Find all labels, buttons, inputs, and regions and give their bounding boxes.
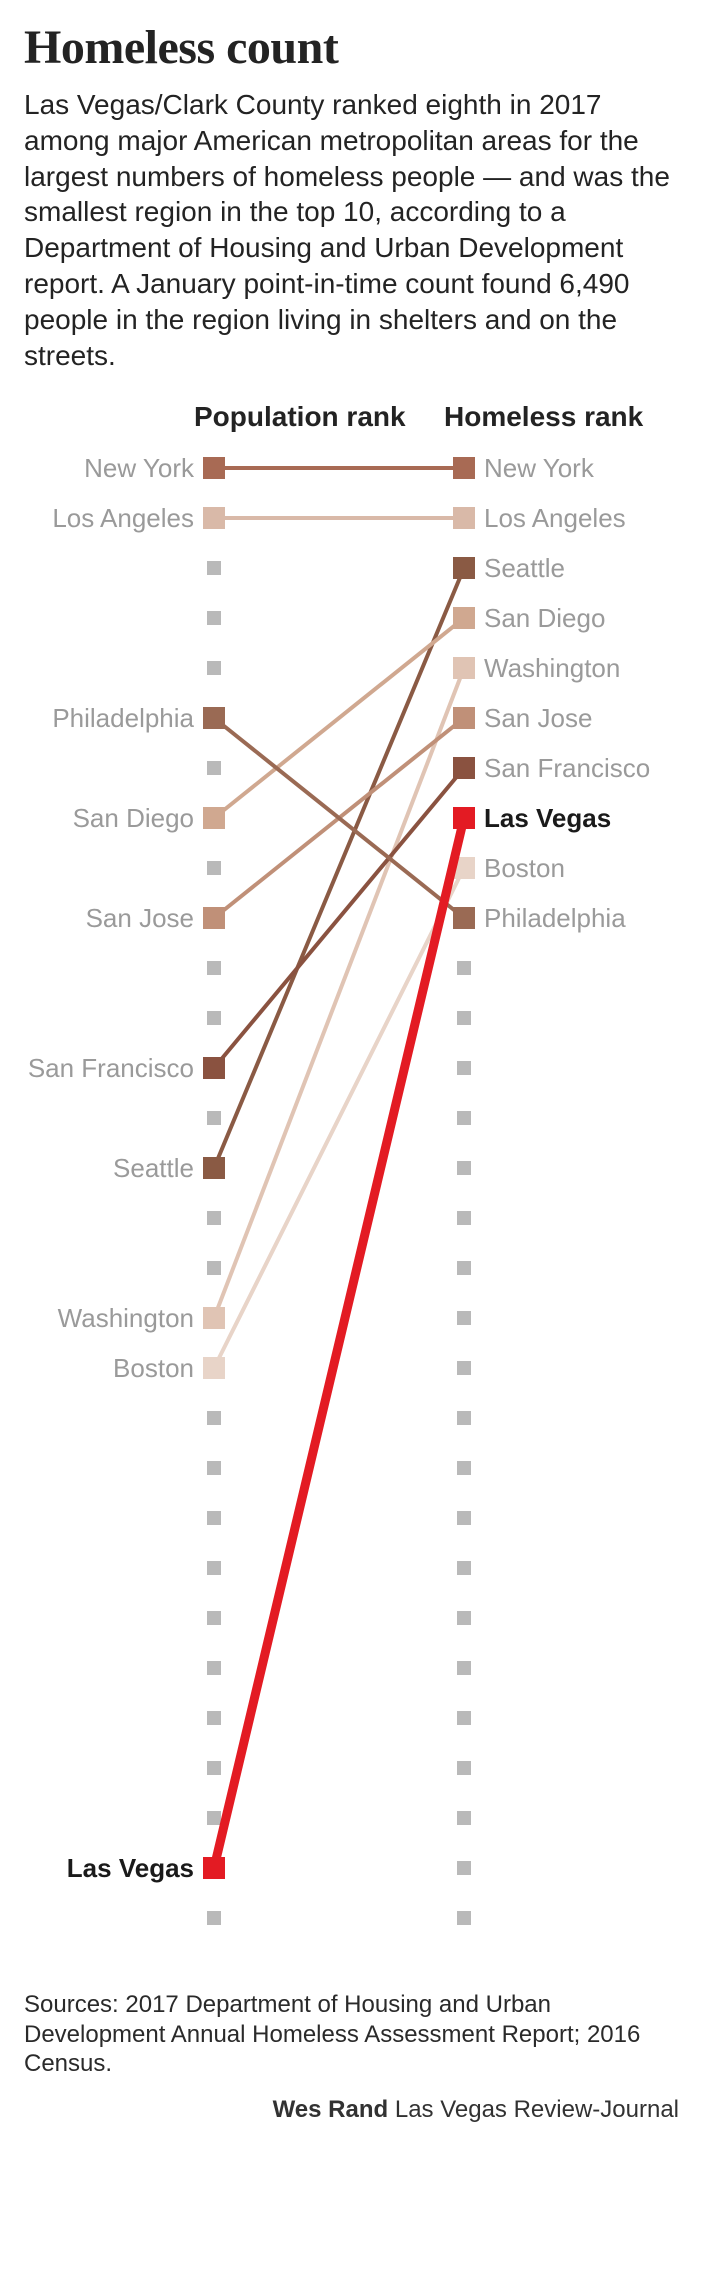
credit-org: Las Vegas Review-Journal bbox=[395, 2096, 679, 2123]
city-label-right: Washington bbox=[484, 655, 620, 681]
credit-author: Wes Rand bbox=[273, 2096, 389, 2123]
city-label-right: Seattle bbox=[484, 555, 565, 581]
city-label-right: Los Angeles bbox=[484, 505, 626, 531]
column-headers: Population rank Homeless rank bbox=[24, 402, 679, 433]
slope-marker bbox=[203, 907, 225, 929]
slope-marker bbox=[453, 657, 475, 679]
city-label-right: Las Vegas bbox=[484, 805, 611, 831]
city-label-right: New York bbox=[484, 455, 594, 481]
slope-marker bbox=[453, 707, 475, 729]
slope-marker bbox=[203, 507, 225, 529]
slope-line bbox=[214, 618, 464, 818]
slope-marker bbox=[203, 457, 225, 479]
credit-line: Wes Rand Las Vegas Review-Journal bbox=[24, 2096, 679, 2124]
city-label-right: San Diego bbox=[484, 605, 605, 631]
city-label-left: Washington bbox=[58, 1305, 194, 1331]
city-label-right: San Jose bbox=[484, 705, 592, 731]
slope-marker bbox=[203, 1157, 225, 1179]
slope-marker bbox=[453, 507, 475, 529]
slope-marker bbox=[203, 1857, 225, 1879]
slope-line bbox=[214, 568, 464, 1168]
city-label-right: San Francisco bbox=[484, 755, 650, 781]
city-label-left: San Diego bbox=[73, 805, 194, 831]
slope-marker bbox=[453, 757, 475, 779]
slope-marker bbox=[203, 1057, 225, 1079]
city-label-left: Boston bbox=[113, 1355, 194, 1381]
slope-marker bbox=[453, 807, 475, 829]
slope-chart: New York New York Los Angeles Los Angeles Se… bbox=[24, 438, 679, 1968]
city-label-left: San Jose bbox=[86, 905, 194, 931]
slope-marker bbox=[203, 1357, 225, 1379]
slope-line bbox=[214, 868, 464, 1368]
city-label-left: Philadelphia bbox=[52, 705, 194, 731]
city-label-left: New York bbox=[84, 455, 194, 481]
chart-title: Homeless count bbox=[24, 20, 679, 75]
slope-line bbox=[214, 818, 464, 1868]
slope-marker bbox=[203, 1307, 225, 1329]
slope-marker bbox=[203, 807, 225, 829]
city-label-right: Boston bbox=[484, 855, 565, 881]
intro-paragraph: Las Vegas/Clark County ranked eighth in … bbox=[24, 87, 679, 374]
slope-marker bbox=[453, 457, 475, 479]
header-population-rank: Population rank bbox=[194, 402, 444, 433]
city-label-left: Seattle bbox=[113, 1155, 194, 1181]
sources-text: Sources: 2017 Department of Housing and … bbox=[24, 1990, 679, 2078]
slope-marker bbox=[453, 907, 475, 929]
city-label-left: Las Vegas bbox=[67, 1855, 194, 1881]
city-label-left: Los Angeles bbox=[52, 505, 194, 531]
slope-marker bbox=[453, 557, 475, 579]
city-label-left: San Francisco bbox=[28, 1055, 194, 1081]
slope-line bbox=[214, 768, 464, 1068]
slope-marker bbox=[203, 707, 225, 729]
city-label-right: Philadelphia bbox=[484, 905, 626, 931]
header-homeless-rank: Homeless rank bbox=[444, 402, 679, 433]
slope-marker bbox=[453, 607, 475, 629]
